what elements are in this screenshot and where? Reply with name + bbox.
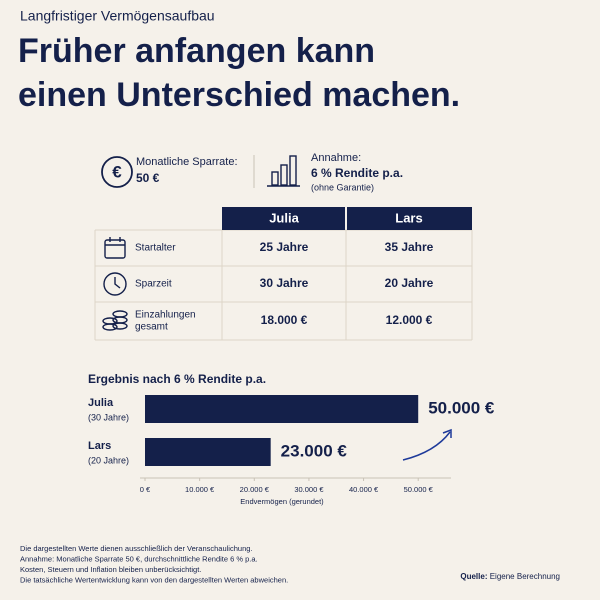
arrow-head	[442, 428, 452, 438]
assumption-label: Annahme:	[311, 152, 361, 164]
x-tick-label: 30.000 €	[294, 485, 324, 494]
euro-symbol: €	[112, 162, 122, 181]
table-cell: 35 Jahre	[385, 240, 434, 254]
source-label: Quelle:	[460, 572, 487, 581]
footnote: Annahme: Monatliche Sparrate 50 €, durch…	[20, 554, 258, 563]
x-axis-label: Endvermögen (gerundet)	[240, 497, 324, 506]
source: Quelle: Eigene Berechnung	[460, 572, 560, 581]
x-tick-label: 20.000 €	[240, 485, 270, 494]
clock-icon	[103, 272, 127, 296]
source-text: Eigene Berechnung	[490, 572, 560, 581]
chart-title: Ergebnis nach 6 % Rendite p.a.	[88, 372, 266, 386]
footnotes: Die dargestellten Werte dienen ausschlie…	[20, 544, 288, 585]
category-label: Lars	[88, 440, 111, 452]
value-label: 50.000 €	[428, 398, 495, 417]
coins-icon	[102, 310, 128, 331]
rate-label: Monatliche Sparrate:	[136, 156, 238, 168]
table-header: Lars	[395, 210, 422, 225]
row-label: Einzahlungen	[135, 310, 196, 321]
footnote: Die dargestellten Werte dienen ausschlie…	[20, 544, 253, 553]
table-header: Julia	[269, 210, 299, 225]
x-tick-label: 10.000 €	[185, 485, 215, 494]
calendar-icon	[104, 237, 126, 259]
table-cell: 25 Jahre	[260, 240, 309, 254]
growth-icon	[267, 155, 300, 187]
rate-value: 50 €	[136, 171, 160, 185]
x-tick-label: 0 €	[140, 485, 151, 494]
value-label: 23.000 €	[281, 441, 348, 460]
table-cell: 30 Jahre	[260, 276, 309, 290]
bar	[145, 438, 271, 466]
row-label: Startalter	[135, 243, 176, 254]
x-tick-label: 50.000 €	[404, 485, 434, 494]
title-line: Früher anfangen kann	[18, 32, 375, 70]
x-tick-label: 40.000 €	[349, 485, 379, 494]
footnote: Kosten, Steuern und Inflation bleiben un…	[20, 565, 201, 574]
category-label: Julia	[88, 397, 114, 409]
footnote: Die tatsächliche Wertentwicklung kann vo…	[20, 575, 288, 584]
title-line: einen Unterschied machen.	[18, 76, 460, 114]
table-header-cell	[347, 207, 472, 230]
euro-icon	[101, 156, 133, 188]
row-label: Sparzeit	[135, 279, 172, 290]
table-cell: 18.000 €	[261, 313, 308, 327]
growth-arrow	[402, 431, 451, 461]
table-cell: 20 Jahre	[385, 276, 434, 290]
table-header-cell	[222, 207, 345, 230]
kicker: Langfristiger Vermögensaufbau	[20, 8, 215, 24]
bar	[145, 395, 419, 423]
row-label: gesamt	[135, 322, 168, 333]
category-note: (30 Jahre)	[88, 412, 129, 422]
assumption-value: 6 % Rendite p.a.	[311, 166, 403, 180]
category-note: (20 Jahre)	[88, 455, 129, 465]
table-cell: 12.000 €	[386, 313, 433, 327]
assumption-note: (ohne Garantie)	[311, 182, 374, 192]
